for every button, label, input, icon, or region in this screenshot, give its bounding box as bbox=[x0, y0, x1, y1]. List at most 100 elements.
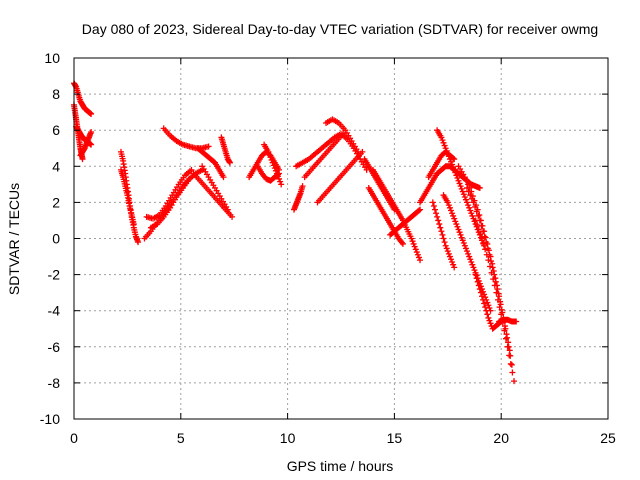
data-point bbox=[468, 195, 475, 202]
data-point bbox=[88, 110, 95, 117]
data-point bbox=[448, 158, 455, 165]
data-point bbox=[266, 151, 273, 158]
series-arc-b2 bbox=[117, 166, 137, 228]
data-point bbox=[480, 296, 487, 303]
data-point bbox=[503, 335, 510, 342]
data-point bbox=[473, 208, 480, 215]
data-point bbox=[449, 161, 456, 168]
data-point bbox=[484, 299, 491, 306]
y-axis-label: SDTVAR / TECUs bbox=[6, 183, 22, 295]
data-point bbox=[79, 156, 86, 163]
data-point bbox=[459, 237, 466, 244]
data-point bbox=[478, 222, 485, 229]
data-point bbox=[478, 235, 485, 242]
data-point bbox=[399, 240, 406, 247]
data-point bbox=[434, 213, 441, 220]
data-point bbox=[417, 206, 424, 213]
data-point bbox=[433, 210, 440, 217]
data-point bbox=[498, 311, 505, 318]
x-tick-label: 0 bbox=[70, 430, 78, 446]
data-point bbox=[430, 203, 437, 210]
data-point bbox=[450, 212, 457, 219]
data-point bbox=[274, 173, 281, 180]
data-point bbox=[452, 169, 459, 176]
series-arc-c2 bbox=[194, 145, 227, 181]
data-point bbox=[481, 300, 488, 307]
data-point bbox=[340, 130, 347, 137]
data-point bbox=[460, 240, 467, 247]
data-point bbox=[454, 223, 461, 230]
data-point bbox=[496, 304, 503, 311]
data-point bbox=[509, 369, 516, 376]
data-point bbox=[475, 226, 482, 233]
data-point bbox=[472, 271, 479, 278]
data-point bbox=[277, 178, 284, 185]
series-arc-h5 bbox=[496, 316, 520, 325]
data-point bbox=[474, 278, 481, 285]
y-tick-label: -4 bbox=[48, 303, 61, 319]
y-tick-label: 2 bbox=[52, 194, 60, 210]
data-point bbox=[485, 257, 492, 264]
data-point bbox=[205, 143, 212, 150]
data-point bbox=[135, 239, 142, 246]
data-point bbox=[462, 196, 469, 203]
data-point bbox=[456, 180, 463, 187]
data-point bbox=[504, 343, 511, 350]
data-point bbox=[476, 184, 483, 191]
data-point bbox=[465, 250, 472, 257]
data-point bbox=[461, 193, 468, 200]
data-point bbox=[415, 207, 422, 214]
data-point bbox=[465, 188, 472, 195]
data-point bbox=[486, 304, 493, 311]
data-point bbox=[186, 175, 193, 182]
data-point bbox=[276, 175, 283, 182]
data-point bbox=[355, 148, 362, 155]
data-point bbox=[487, 320, 494, 327]
data-point bbox=[464, 184, 471, 191]
data-point bbox=[453, 172, 460, 179]
data-point bbox=[470, 199, 477, 206]
data-point bbox=[469, 261, 476, 268]
series-arc-c4 bbox=[199, 163, 231, 213]
data-point bbox=[413, 249, 420, 256]
data-point bbox=[462, 245, 469, 252]
data-point bbox=[457, 183, 464, 190]
data-point bbox=[453, 221, 460, 228]
data-point bbox=[486, 263, 493, 270]
data-point bbox=[465, 202, 472, 209]
data-point bbox=[415, 254, 422, 261]
data-point bbox=[456, 229, 463, 236]
series-arc-c5 bbox=[218, 134, 233, 166]
data-point bbox=[450, 261, 457, 268]
data-points bbox=[71, 80, 520, 385]
data-point bbox=[477, 230, 484, 237]
data-point bbox=[476, 286, 483, 293]
chart-title: Day 080 of 2023, Sidereal Day-to-day VTE… bbox=[82, 21, 598, 37]
data-point bbox=[496, 293, 503, 300]
data-point bbox=[471, 218, 478, 225]
data-point bbox=[411, 243, 418, 250]
data-point bbox=[460, 191, 467, 198]
data-point bbox=[508, 361, 515, 368]
data-point bbox=[461, 174, 468, 181]
data-point bbox=[511, 378, 518, 385]
data-point bbox=[488, 269, 495, 276]
data-point bbox=[441, 142, 448, 149]
y-tick-label: 10 bbox=[44, 50, 60, 66]
data-point bbox=[464, 248, 471, 255]
data-point bbox=[507, 360, 514, 367]
data-point bbox=[465, 181, 472, 188]
data-point bbox=[450, 155, 457, 162]
series-arc-f4 bbox=[387, 206, 424, 238]
data-point bbox=[448, 207, 455, 214]
data-point bbox=[436, 221, 443, 228]
data-point bbox=[459, 188, 466, 195]
data-point bbox=[484, 311, 491, 318]
data-point bbox=[88, 129, 95, 136]
data-point bbox=[485, 314, 492, 321]
data-point bbox=[439, 137, 446, 144]
series-arc-d3 bbox=[261, 141, 285, 188]
data-point bbox=[268, 156, 275, 163]
data-point bbox=[431, 206, 438, 213]
